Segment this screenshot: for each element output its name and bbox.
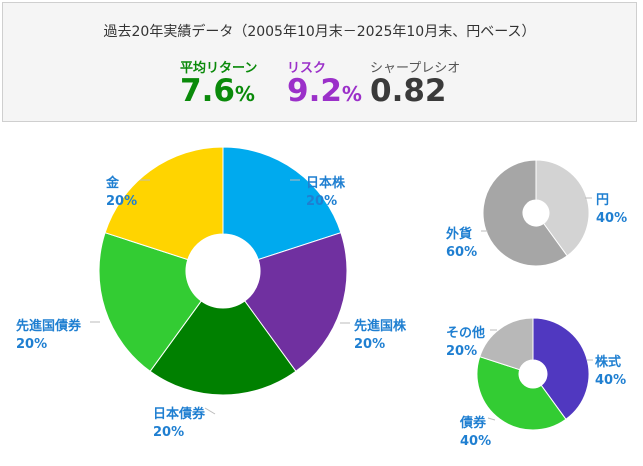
slice-percent-currency-0: 40% bbox=[596, 211, 627, 226]
leader-line-main-2 bbox=[204, 407, 216, 415]
slice-asset-2 bbox=[479, 317, 534, 371]
slice-name-main-0: 日本株 bbox=[306, 175, 346, 191]
slice-name-currency-1: 外貨 bbox=[445, 226, 472, 242]
risk-value: 9.2 bbox=[287, 73, 342, 109]
sharpe-label: シャープレシオ bbox=[370, 61, 461, 76]
donut-chart-currency: 円 40% 外貨 60% bbox=[445, 159, 627, 267]
slice-name-main-4: 金 bbox=[105, 175, 120, 191]
donut-chart-asset: 株式 40% 債券 40% その他 20% bbox=[446, 317, 626, 449]
avg-return-percent: % bbox=[234, 82, 255, 106]
avg-return-value-row: 7.6% bbox=[180, 76, 257, 107]
slice-name-asset-1: 債券 bbox=[459, 415, 487, 431]
slice-percent-main-2: 20% bbox=[153, 425, 184, 440]
slice-name-asset-2: その他 bbox=[446, 325, 485, 341]
slice-percent-asset-0: 40% bbox=[595, 373, 626, 388]
slice-percent-currency-1: 60% bbox=[446, 245, 477, 260]
slice-percent-main-3: 20% bbox=[16, 337, 47, 352]
donut-chart-main: 日本株 20% 先進国株 20% 日本債券 20% 先進国債券 20% 金 20% bbox=[16, 146, 407, 440]
avg-return-metric: 平均リターン 7.6% bbox=[180, 57, 257, 107]
slice-main-4 bbox=[104, 146, 224, 261]
slice-asset-1 bbox=[476, 356, 567, 431]
slice-name-asset-0: 株式 bbox=[595, 354, 621, 370]
leader-line-asset-1 bbox=[487, 417, 496, 421]
slice-main-0 bbox=[222, 146, 342, 261]
slice-name-main-2: 日本債券 bbox=[153, 406, 206, 422]
slice-name-main-1: 先進国株 bbox=[354, 318, 407, 334]
slice-currency-0 bbox=[535, 159, 590, 257]
slice-percent-main-4: 20% bbox=[106, 194, 137, 209]
slice-main-2 bbox=[149, 300, 297, 396]
sharpe-value: 0.82 bbox=[370, 73, 447, 109]
slice-main-3 bbox=[98, 232, 202, 373]
risk-label: リスク bbox=[287, 61, 327, 76]
slice-name-currency-0: 円 bbox=[596, 193, 609, 208]
slice-percent-asset-1: 40% bbox=[460, 434, 491, 449]
risk-percent: % bbox=[341, 82, 362, 106]
sharpe-metric: シャープレシオ 0.82 bbox=[370, 57, 460, 107]
stats-title: 過去20年実績データ（2005年10月末－2025年10月末、円ベース） bbox=[103, 24, 536, 40]
slice-asset-0 bbox=[532, 317, 590, 421]
slice-main-1 bbox=[244, 232, 348, 373]
slice-name-main-3: 先進国債券 bbox=[16, 318, 82, 334]
risk-value-row: 9.2% bbox=[287, 76, 362, 107]
risk-metric: リスク 9.2% bbox=[287, 57, 362, 107]
slice-currency-1 bbox=[482, 159, 568, 267]
stats-panel: 過去20年実績データ（2005年10月末－2025年10月末、円ベース） 平均リ… bbox=[2, 2, 637, 122]
avg-return-label: 平均リターン bbox=[180, 61, 258, 76]
slice-percent-asset-2: 20% bbox=[446, 344, 477, 359]
slice-percent-main-0: 20% bbox=[306, 194, 337, 209]
avg-return-value: 7.6 bbox=[180, 73, 235, 109]
sharpe-value-row: 0.82 bbox=[370, 76, 460, 107]
slice-percent-main-1: 20% bbox=[354, 337, 385, 352]
